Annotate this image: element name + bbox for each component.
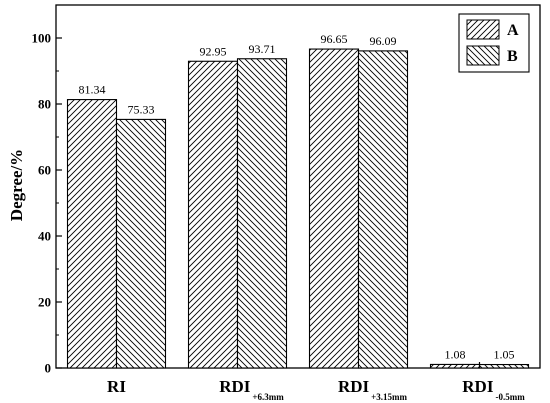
y-tick-label: 40 bbox=[38, 229, 51, 244]
bar-a bbox=[308, 48, 360, 369]
y-tick-label: 80 bbox=[38, 97, 51, 112]
y-axis-label: Degree/% bbox=[7, 149, 26, 221]
y-tick-label: 100 bbox=[32, 31, 52, 46]
data-label: 1.05 bbox=[494, 348, 515, 362]
plot-area: 0 20 40 60 80 100 RI 81.34 75.33 RDI+6.3mm 92.95 93… bbox=[32, 4, 541, 402]
legend-swatch-a bbox=[466, 19, 500, 40]
bar-b bbox=[478, 363, 530, 369]
legend-label-a: A bbox=[507, 22, 519, 39]
y-tick-label: 0 bbox=[45, 361, 52, 376]
data-label: 75.33 bbox=[128, 102, 155, 116]
bar-a bbox=[187, 60, 239, 369]
x-tick-label: RDI+6.3mm bbox=[219, 377, 284, 402]
bar-a bbox=[429, 363, 481, 369]
data-label: 1.08 bbox=[445, 347, 466, 361]
y-tick-label: 20 bbox=[38, 295, 51, 310]
legend: AB bbox=[458, 13, 530, 73]
x-tick-label: RI bbox=[107, 377, 126, 396]
plot-frame bbox=[55, 4, 541, 369]
x-tick-label: RDI+3.15mm bbox=[338, 377, 408, 402]
data-label: 92.95 bbox=[200, 44, 227, 58]
y-tick-label: 60 bbox=[38, 163, 51, 178]
bar-b bbox=[236, 58, 288, 369]
data-label: 96.09 bbox=[370, 34, 397, 48]
bar-a bbox=[66, 99, 118, 369]
legend-swatch-b bbox=[466, 45, 500, 66]
data-label: 93.71 bbox=[249, 42, 276, 56]
bar-b bbox=[357, 50, 409, 369]
bar-b bbox=[115, 118, 167, 369]
x-tick-label: RDI-0.5mm bbox=[462, 377, 525, 402]
data-label: 96.65 bbox=[321, 32, 348, 46]
legend-label-b: B bbox=[507, 48, 518, 65]
data-label: 81.34 bbox=[79, 83, 106, 97]
